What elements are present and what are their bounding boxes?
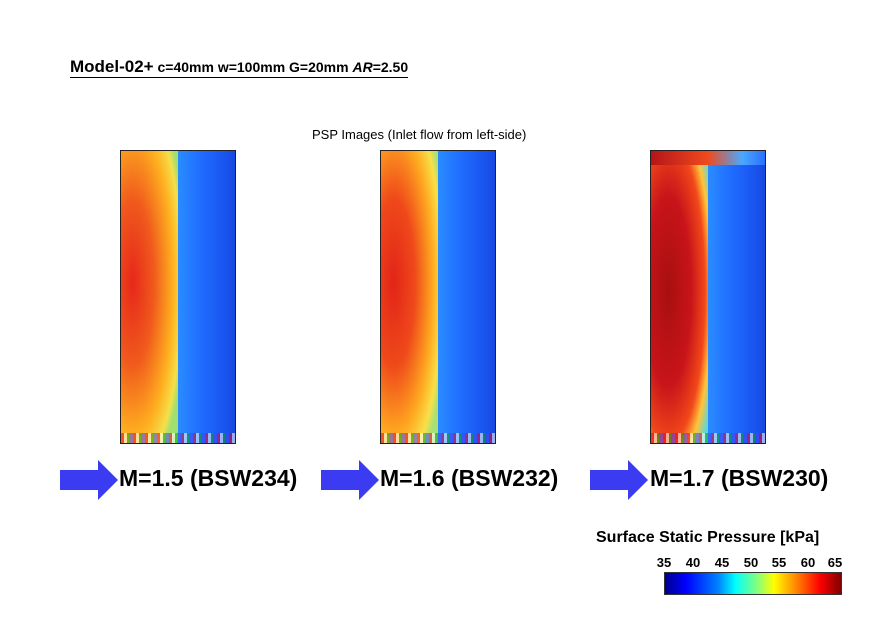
psp-image-3: [650, 150, 766, 444]
mach-label-1: M=1.5 (BSW234): [119, 465, 298, 491]
psp-image-1: [120, 150, 236, 444]
slide-title: Model-02+ c=40mm w=100mm G=20mm AR=2.50: [70, 57, 409, 78]
model-name: Model-02+: [70, 57, 154, 76]
aspect-ratio-value: =2.50: [372, 59, 409, 75]
psp-caption: PSP Images (Inlet flow from left-side): [312, 127, 527, 142]
colorbar-tick: 65: [827, 555, 843, 570]
colorbar-tick: 45: [714, 555, 730, 570]
flow-arrow-icon: [321, 460, 379, 500]
aspect-ratio-label: AR: [352, 59, 373, 75]
mach-label-2: M=1.6 (BSW232): [380, 465, 559, 491]
flow-arrow-icon: [60, 460, 118, 500]
model-params: c=40mm w=100mm G=20mm: [157, 59, 349, 75]
colorbar-title: Surface Static Pressure [kPa]: [596, 529, 820, 546]
colorbar-tick: 60: [800, 555, 816, 570]
colorbar-ticks: 35 40 45 50 55 60 65: [656, 555, 846, 571]
psp-image-2: [380, 150, 496, 444]
colorbar-tick: 40: [685, 555, 701, 570]
colorbar-tick: 50: [743, 555, 759, 570]
flow-arrow-icon: [590, 460, 648, 500]
colorbar-tick: 55: [771, 555, 787, 570]
mach-label-3: M=1.7 (BSW230): [650, 465, 829, 491]
colorbar: [664, 572, 842, 595]
colorbar-tick: 35: [656, 555, 672, 570]
